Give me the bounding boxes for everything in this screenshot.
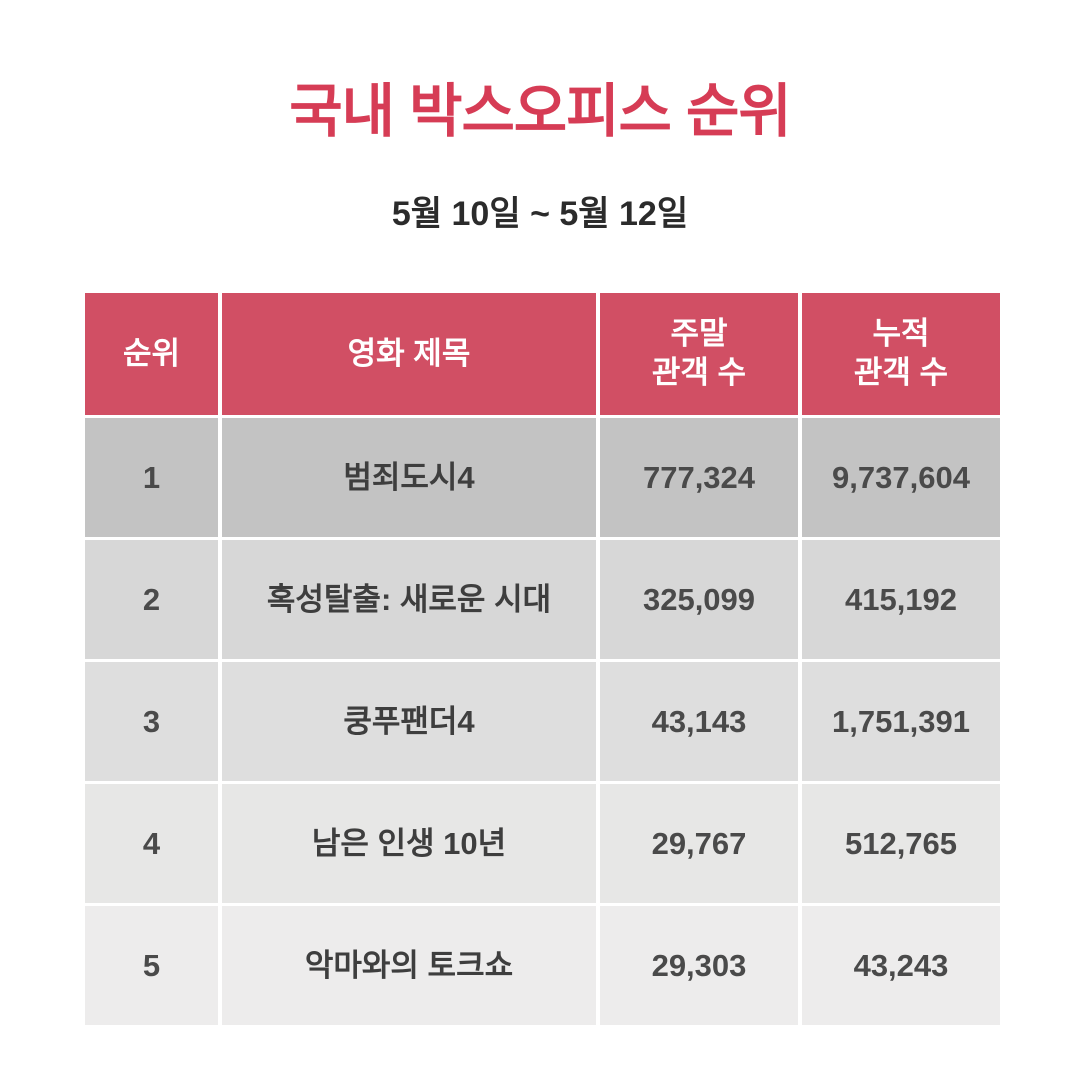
col-header-weekend-audience: 주말 관객 수: [600, 293, 798, 415]
rank-value: 4: [85, 784, 218, 903]
table-row: 1 범죄도시4 777,324 9,737,604: [85, 418, 1000, 537]
date-range: 5월 10일 ~ 5월 12일: [391, 195, 689, 233]
table-row: 4 남은 인생 10년 29,767 512,765: [85, 784, 1000, 903]
col-header-total-audience: 누적 관객 수: [802, 293, 1000, 415]
boxoffice-table: 순위 영화 제목 주말 관객 수 누적 관객 수 1 범죄도시4 777,324…: [85, 293, 1000, 1025]
table-row: 5 악마와의 토크쇼 29,303 43,243: [85, 906, 1000, 1025]
page-title: 국내 박스오피스 순위: [289, 79, 791, 144]
movie-title: 범죄도시4: [222, 418, 596, 537]
table-header-row: 순위 영화 제목 주말 관객 수 누적 관객 수: [85, 293, 1000, 415]
table-row: 2 혹성탈출: 새로운 시대 325,099 415,192: [85, 540, 1000, 659]
table-row: 3 쿵푸팬더4 43,143 1,751,391: [85, 662, 1000, 781]
weekend-audience-value: 325,099: [600, 540, 798, 659]
weekend-audience-value: 43,143: [600, 662, 798, 781]
weekend-audience-value: 29,303: [600, 906, 798, 1025]
movie-title: 남은 인생 10년: [222, 784, 596, 903]
movie-title: 혹성탈출: 새로운 시대: [222, 540, 596, 659]
total-audience-value: 43,243: [802, 906, 1000, 1025]
rank-value: 3: [85, 662, 218, 781]
total-audience-value: 415,192: [802, 540, 1000, 659]
weekend-audience-value: 777,324: [600, 418, 798, 537]
weekend-audience-value: 29,767: [600, 784, 798, 903]
col-header-rank: 순위: [85, 293, 218, 415]
movie-title: 쿵푸팬더4: [222, 662, 596, 781]
total-audience-value: 9,737,604: [802, 418, 1000, 537]
col-header-movie-title: 영화 제목: [222, 293, 596, 415]
rank-value: 2: [85, 540, 218, 659]
rank-value: 5: [85, 906, 218, 1025]
total-audience-value: 512,765: [802, 784, 1000, 903]
movie-title: 악마와의 토크쇼: [222, 906, 596, 1025]
rank-value: 1: [85, 418, 218, 537]
total-audience-value: 1,751,391: [802, 662, 1000, 781]
